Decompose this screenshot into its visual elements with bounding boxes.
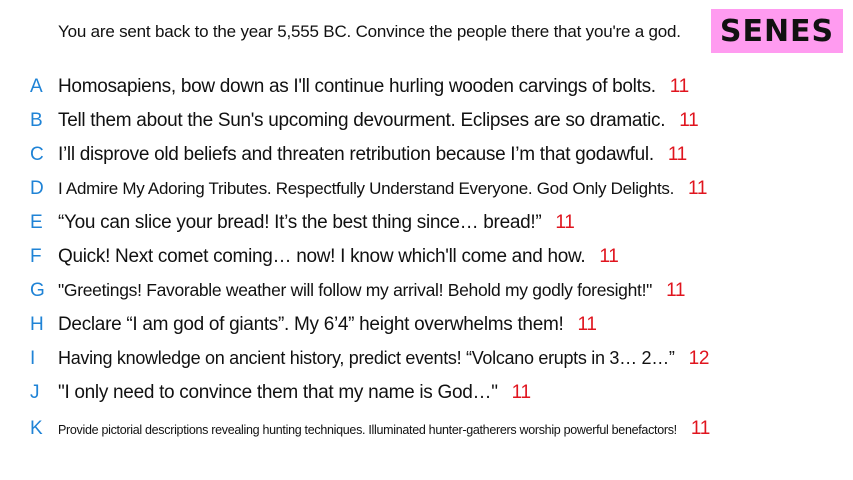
answer-score: 12 <box>688 348 710 369</box>
answer-score: 11 <box>577 314 597 335</box>
answer-text: I’ll disprove old beliefs and threaten r… <box>58 144 687 165</box>
answer-score: 11 <box>690 418 710 439</box>
answer-text: Having knowledge on ancient history, pre… <box>58 348 710 369</box>
answer-letter: B <box>30 110 43 131</box>
prompt-text: You are sent back to the year 5,555 BC. … <box>58 22 681 41</box>
answer-score: 11 <box>679 110 699 131</box>
answer-score: 11 <box>688 178 708 199</box>
answer-text: "I only need to convince them that my na… <box>58 382 531 403</box>
answer-score: 11 <box>669 76 689 97</box>
answer-score: 11 <box>599 246 619 267</box>
answer-text: I Admire My Adoring Tributes. Respectful… <box>58 178 708 199</box>
author-badge: SENES <box>711 9 843 53</box>
answer-text: Declare “I am god of giants”. My 6’4” he… <box>58 314 597 335</box>
answer-letter: H <box>30 314 44 335</box>
answer-letter: A <box>30 76 43 97</box>
answer-letter: J <box>30 382 40 403</box>
answer-letter: E <box>30 212 43 233</box>
answer-letter: D <box>30 178 44 199</box>
answer-text: Homosapiens, bow down as I'll continue h… <box>58 76 689 97</box>
answer-letter: F <box>30 246 42 267</box>
answer-letter: I <box>30 348 36 369</box>
answer-score: 11 <box>511 382 531 403</box>
answer-letter: C <box>30 144 44 165</box>
answer-text: Quick! Next comet coming… now! I know wh… <box>58 246 619 267</box>
answer-letter: K <box>30 418 43 439</box>
answer-text: “You can slice your bread! It’s the best… <box>58 212 575 233</box>
answer-text: "Greetings! Favorable weather will follo… <box>58 280 686 301</box>
answer-score: 11 <box>667 144 687 165</box>
answer-text: Provide pictorial descriptions revealing… <box>58 418 710 439</box>
answer-score: 11 <box>666 280 686 301</box>
answer-letter: G <box>30 280 45 301</box>
answer-text: Tell them about the Sun's upcoming devou… <box>58 110 699 131</box>
answer-score: 11 <box>555 212 575 233</box>
